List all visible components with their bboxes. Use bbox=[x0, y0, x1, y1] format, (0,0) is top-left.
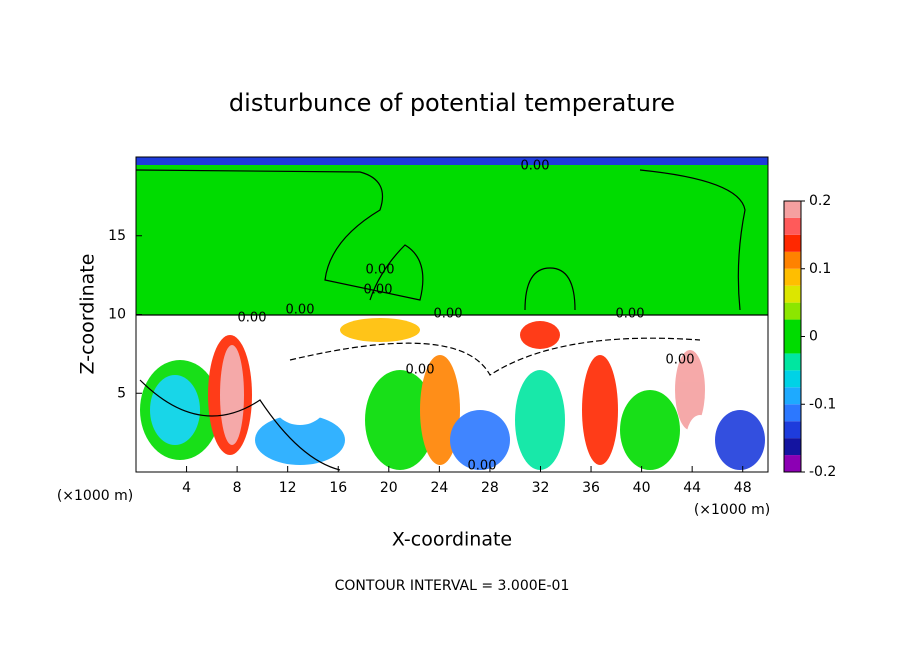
chart-title: disturbunce of potential temperature bbox=[229, 89, 675, 117]
colorbar-cell bbox=[784, 201, 801, 218]
colorbar-cell bbox=[784, 302, 801, 320]
x-unit-left: (×1000 m) bbox=[57, 488, 133, 504]
x-tick-label: 40 bbox=[633, 480, 651, 496]
y-tick-label: 10 bbox=[108, 307, 126, 323]
colorbar-cell bbox=[784, 387, 801, 405]
x-axis-label: X-coordinate bbox=[392, 529, 512, 551]
colorbar-cell bbox=[784, 336, 801, 354]
x-tick-label: 24 bbox=[430, 480, 448, 496]
contour-label: 0.00 bbox=[238, 311, 267, 326]
y-axis-label: Z-coordinate bbox=[77, 254, 99, 375]
colorbar-cell bbox=[784, 268, 801, 286]
contour-label: 0.00 bbox=[286, 303, 315, 318]
contour-label: 0.00 bbox=[468, 459, 497, 474]
colorbar-tick-label: 0.2 bbox=[809, 193, 831, 209]
contour-label: 0.00 bbox=[364, 283, 393, 298]
contour-label: 0.00 bbox=[406, 363, 435, 378]
x-tick-label: 12 bbox=[279, 480, 297, 496]
colorbar-cell bbox=[784, 217, 801, 235]
colorbar-cell bbox=[784, 370, 801, 388]
field bbox=[136, 157, 768, 472]
upper-field bbox=[136, 157, 768, 315]
y-tick-label: 15 bbox=[108, 228, 126, 244]
x-tick-label: 8 bbox=[233, 480, 242, 496]
footer: CONTOUR INTERVAL = 3.000E-01 bbox=[335, 578, 570, 594]
x-tick-label: 28 bbox=[481, 480, 499, 496]
colorbar-tick-label: 0.1 bbox=[809, 261, 831, 277]
colorbar-cell bbox=[784, 285, 801, 303]
contour-label: 0.00 bbox=[434, 307, 463, 322]
x-tick-label: 44 bbox=[683, 480, 701, 496]
x-tick-label: 16 bbox=[329, 480, 347, 496]
contour-label: 0.00 bbox=[616, 307, 645, 322]
colorbar-cell bbox=[784, 353, 801, 371]
colorbar-cell bbox=[784, 455, 801, 472]
top-strip bbox=[136, 157, 768, 165]
colorbar-tick-label: -0.2 bbox=[809, 464, 836, 480]
x-tick-label: 4 bbox=[182, 480, 191, 496]
colorbar-cell bbox=[784, 421, 801, 439]
x-tick-label: 32 bbox=[532, 480, 550, 496]
x-tick-label: 36 bbox=[582, 480, 600, 496]
colorbar-cell bbox=[784, 251, 801, 269]
blobs bbox=[140, 318, 765, 470]
contour-label: 0.00 bbox=[521, 159, 550, 174]
y-tick-label: 5 bbox=[117, 385, 126, 401]
colorbar-tick-label: 0 bbox=[809, 329, 818, 345]
contour-label: 0.00 bbox=[666, 353, 695, 368]
x-unit-right: (×1000 m) bbox=[694, 502, 770, 518]
colorbar-cell bbox=[784, 234, 801, 252]
colorbar-cell bbox=[784, 404, 801, 422]
contour-label: 0.00 bbox=[366, 263, 395, 278]
x-tick-label: 20 bbox=[380, 480, 398, 496]
colorbar-cell bbox=[784, 319, 801, 337]
colorbar-tick-label: -0.1 bbox=[809, 396, 836, 412]
x-tick-label: 48 bbox=[734, 480, 752, 496]
contours bbox=[136, 169, 768, 471]
colorbar-cell bbox=[784, 438, 801, 456]
